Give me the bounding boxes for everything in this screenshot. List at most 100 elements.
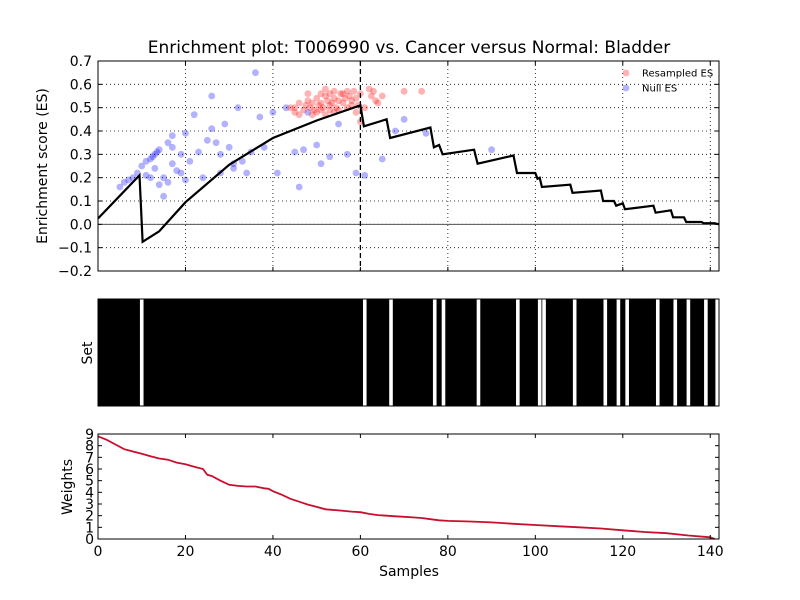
resampled-es-point <box>352 94 360 102</box>
es-gridlines <box>97 60 719 272</box>
resampled-es-point <box>317 90 325 98</box>
resampled-es-point <box>372 97 380 105</box>
null-es-point <box>164 178 172 186</box>
resampled-es-point <box>311 106 318 114</box>
legend-marker <box>622 84 630 92</box>
y-tick-label: 0.1 <box>70 194 92 210</box>
y-tick-label: 5 <box>85 474 94 490</box>
null-es-point <box>335 120 342 128</box>
null-es-point <box>177 169 185 177</box>
resampled-es-point <box>308 111 316 119</box>
barcode-gap <box>715 299 719 406</box>
null-es-point <box>291 148 299 156</box>
barcode-gap <box>516 299 520 406</box>
null-es-point <box>304 108 312 116</box>
y-tick-label: 6 <box>85 462 94 478</box>
null-es-point <box>149 153 157 161</box>
null-es-point <box>116 183 124 191</box>
resampled-es-point <box>317 99 325 107</box>
null-es-point <box>125 176 133 184</box>
resampled-es-point <box>326 101 334 109</box>
y-tick-label: 0.6 <box>70 77 92 93</box>
resampled-es-point <box>291 104 299 112</box>
barcode-gap <box>625 299 629 406</box>
resampled-es-point <box>343 87 351 95</box>
resampled-es-point <box>295 99 303 107</box>
null-es-point <box>208 125 216 133</box>
null-es-point <box>391 127 399 135</box>
y-tick-label: 7 <box>85 450 94 466</box>
resampled-es-point <box>328 99 336 107</box>
y-tick-label: 0.5 <box>70 101 92 117</box>
resampled-es-point <box>308 99 316 107</box>
barcode-gap <box>572 299 577 406</box>
null-es-point <box>361 171 369 179</box>
x-tick-label: 100 <box>522 544 549 560</box>
legend: Resampled ES Null ES <box>622 69 713 95</box>
legend-marker <box>622 69 630 77</box>
barcode-gap <box>655 299 660 406</box>
resampled-es-point <box>335 97 342 105</box>
resampled-es-point <box>346 92 353 100</box>
barcode-gap <box>603 299 608 406</box>
barcode-gap <box>537 299 542 406</box>
resampled-es-point <box>348 97 356 105</box>
es-y-axis-label: Enrichment score (ES) <box>35 88 51 244</box>
null-es-point <box>151 150 159 158</box>
null-es-point <box>225 143 233 151</box>
null-es-point <box>282 104 290 112</box>
es-line <box>97 103 720 244</box>
resampled-es-point <box>322 85 329 93</box>
resampled-es-point <box>287 104 294 112</box>
barcode-gap <box>704 299 708 406</box>
null-es-point <box>300 146 307 154</box>
null-es-point <box>295 183 303 191</box>
legend-label: Resampled ES <box>642 69 713 80</box>
set-y-axis-label: Set <box>80 341 96 365</box>
resampled-es-point <box>313 94 321 102</box>
x-tick-label: 80 <box>439 544 457 560</box>
null-es-point <box>343 150 351 158</box>
legend-label: Null ES <box>642 84 677 95</box>
null-es-point <box>182 129 189 137</box>
y-tick-label: 9 <box>85 427 94 443</box>
resampled-es-point <box>378 92 386 100</box>
null-es-point <box>217 150 224 158</box>
null-es-point <box>195 148 202 156</box>
resampled-es-point <box>313 108 321 116</box>
null-es-point <box>168 160 176 168</box>
null-es-point <box>155 146 163 154</box>
resampled-es-point <box>319 104 327 112</box>
null-es-point <box>168 143 176 151</box>
x-tick-label: 140 <box>697 544 724 560</box>
barcode-gap <box>616 299 621 406</box>
resampled-es-point <box>302 101 310 109</box>
null-es-point <box>138 162 146 170</box>
null-es-point <box>160 174 167 182</box>
null-es-point <box>153 148 161 156</box>
es-plot-frame <box>97 60 720 272</box>
x-tick-label: 0 <box>94 544 103 560</box>
y-tick-label: 0 <box>85 532 94 548</box>
resampled-es-point <box>304 90 312 98</box>
null-es-point <box>234 104 242 112</box>
resampled-es-point <box>326 106 334 114</box>
weights-curve <box>97 435 715 540</box>
null-es-point <box>151 164 159 172</box>
chart-title: Enrichment plot: T006990 vs. Cancer vers… <box>148 38 670 58</box>
null-es-point <box>269 108 277 116</box>
set-plot-frame <box>97 298 720 407</box>
null-es-point <box>313 141 321 149</box>
y-tick-label: 0.7 <box>70 54 92 70</box>
resampled-es-point <box>352 108 360 116</box>
y-tick-label: 0.4 <box>70 124 92 140</box>
y-tick-label: 2 <box>85 509 94 525</box>
resampled-es-point <box>330 94 338 102</box>
null-es-point <box>317 160 325 168</box>
null-es-point <box>203 136 211 144</box>
y-tick-label: −0.2 <box>58 264 92 280</box>
null-es-point <box>155 181 163 189</box>
resampled-es-point <box>300 106 307 114</box>
barcode-gap <box>476 299 481 406</box>
resampled-es-point <box>367 92 375 100</box>
